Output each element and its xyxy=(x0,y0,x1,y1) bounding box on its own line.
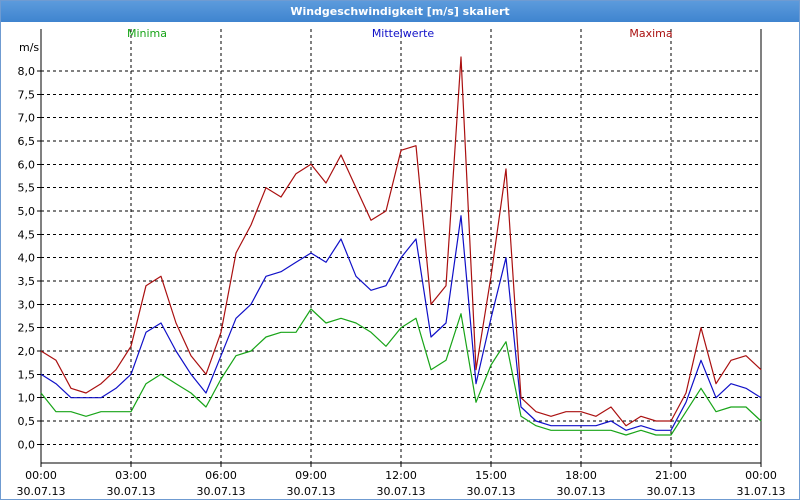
x-tick-time: 15:00 xyxy=(475,469,507,482)
x-tick-date: 30.07.13 xyxy=(197,485,246,498)
y-tick-label: 6,5 xyxy=(18,135,36,148)
legend-minima: Minima xyxy=(127,27,167,40)
x-tick-date: 30.07.13 xyxy=(287,485,336,498)
x-tick-date: 30.07.13 xyxy=(17,485,66,498)
y-tick-label: 2,0 xyxy=(18,345,36,358)
y-tick-label: 1,0 xyxy=(18,392,36,405)
series-line-mittelwerte xyxy=(40,215,762,431)
x-tick-date: 30.07.13 xyxy=(107,485,156,498)
y-tick-label: 8,0 xyxy=(18,65,36,78)
x-tick-time: 12:00 xyxy=(385,469,417,482)
y-tick-label: 2,5 xyxy=(18,322,36,335)
x-tick-time: 03:00 xyxy=(115,469,147,482)
series-line-minima xyxy=(40,308,762,436)
x-tick-time: 06:00 xyxy=(205,469,237,482)
legend-mittelwerte: Mittelwerte xyxy=(372,27,435,40)
x-tick-time: 21:00 xyxy=(655,469,687,482)
series-line-maxima xyxy=(40,56,762,427)
y-tick-label: 1,5 xyxy=(18,368,36,381)
x-tick-time: 09:00 xyxy=(295,469,327,482)
x-tick-date: 30.07.13 xyxy=(467,485,516,498)
x-tick-date: 30.07.13 xyxy=(647,485,696,498)
y-tick-label: 7,5 xyxy=(18,88,36,101)
y-tick-label: 6,0 xyxy=(18,158,36,171)
y-tick-label: 5,0 xyxy=(18,205,36,218)
y-tick-label: 5,5 xyxy=(18,182,36,195)
window-title: Windgeschwindigkeit [m/s] skaliert xyxy=(1,1,799,22)
y-tick-label: 0,5 xyxy=(18,415,36,428)
x-tick-time: 18:00 xyxy=(565,469,597,482)
y-tick-label: 3,5 xyxy=(18,275,36,288)
x-tick-time: 00:00 xyxy=(25,469,57,482)
x-tick-time: 00:00 xyxy=(745,469,777,482)
y-axis-unit-label: m/s xyxy=(19,41,39,54)
y-tick-label: 0,0 xyxy=(18,438,36,451)
x-tick-date: 30.07.13 xyxy=(557,485,606,498)
y-tick-label: 4,5 xyxy=(18,228,36,241)
y-tick-label: 7,0 xyxy=(18,112,36,125)
y-tick-label: 3,0 xyxy=(18,298,36,311)
x-tick-date: 30.07.13 xyxy=(377,485,426,498)
y-tick-label: 4,0 xyxy=(18,252,36,265)
legend-maxima: Maxima xyxy=(629,27,672,40)
x-tick-date: 31.07.13 xyxy=(737,485,786,498)
